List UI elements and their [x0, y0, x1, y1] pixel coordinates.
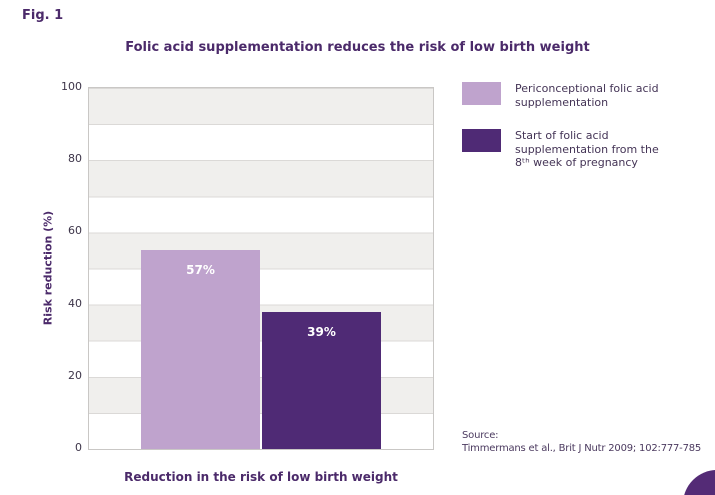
chart-title: Folic acid supplementation reduces the r… [125, 40, 590, 55]
bar-periconceptional: 57% [141, 250, 260, 449]
legend-swatch [462, 82, 501, 105]
plot-area: 57% 39% [88, 87, 434, 450]
y-tick-label: 40 [68, 296, 82, 310]
figure-number: Fig. 1 [22, 8, 64, 23]
legend-label: Start of folic acid supplementation from … [515, 129, 659, 169]
source-label: Source: [462, 430, 499, 441]
legend-item: Periconceptional folic acid supplementati… [462, 82, 712, 109]
legend-swatch [462, 129, 501, 152]
y-tick-label: 20 [68, 368, 82, 382]
bar-value-label: 39% [307, 324, 336, 339]
legend: Periconceptional folic acid supplementati… [462, 82, 712, 190]
legend-label: Periconceptional folic acid supplementati… [515, 82, 659, 109]
x-axis-label: Reduction in the risk of low birth weigh… [124, 470, 398, 484]
bar-value-label: 57% [186, 263, 215, 278]
source-citation: Timmermans et al., Brit J Nutr 2009; 102… [462, 443, 702, 454]
y-tick-label: 100 [61, 80, 82, 93]
corner-decoration-circle [683, 470, 715, 495]
y-tick-label: 80 [68, 152, 82, 166]
y-tick-label: 60 [68, 224, 82, 238]
source-block: Source: Timmermans et al., Brit J Nutr 2… [462, 429, 712, 455]
legend-item: Start of folic acid supplementation from … [462, 129, 712, 170]
bar-week8: 39% [262, 311, 381, 449]
y-tick-label: 0 [75, 441, 82, 454]
